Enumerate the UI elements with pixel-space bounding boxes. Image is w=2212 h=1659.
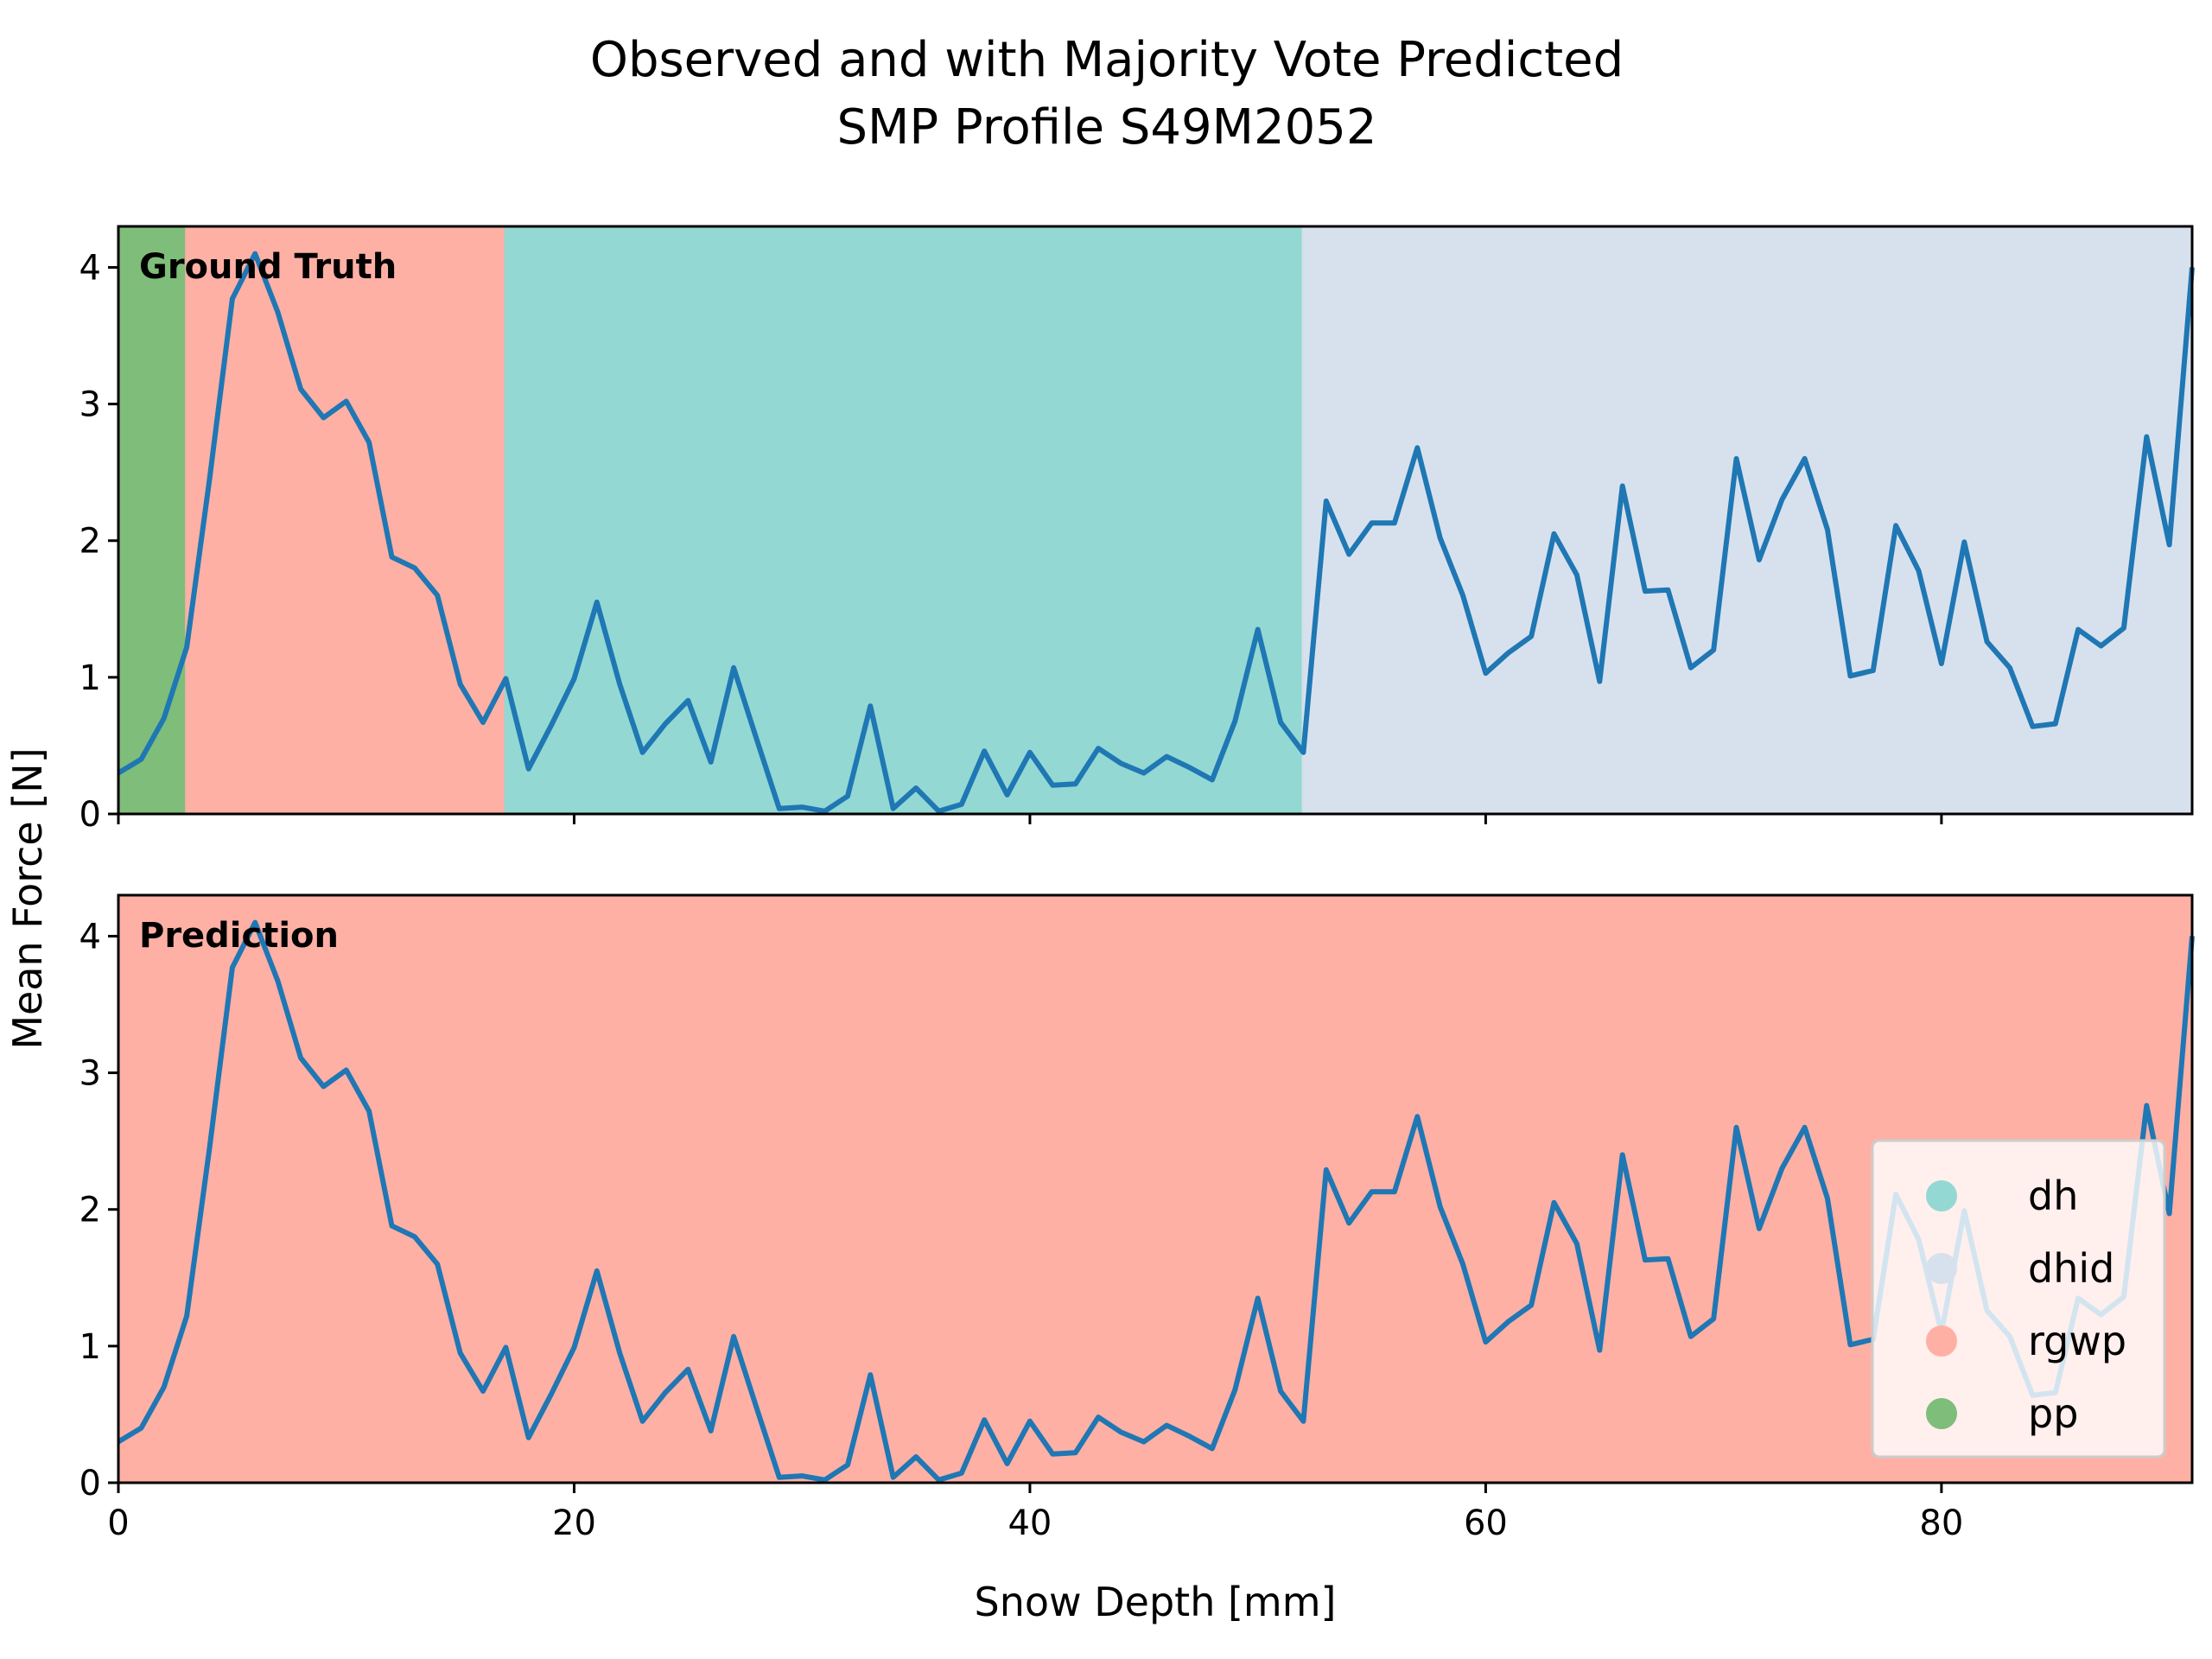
legend: dh dhid rgwp pp bbox=[1871, 1139, 2166, 1459]
panel-0-ytick-label-2: 2 bbox=[79, 522, 101, 562]
panel-0-ytick-label-3: 3 bbox=[79, 385, 101, 425]
legend-label-dhid: dhid bbox=[2028, 1245, 2114, 1292]
panel-1-label: Prediction bbox=[139, 916, 339, 956]
panel-1-ytick-label-1: 1 bbox=[79, 1327, 101, 1367]
panel-0-segment-pp bbox=[118, 226, 188, 814]
panel-0-segment-rgwp bbox=[187, 226, 506, 814]
legend-marker-dhid bbox=[1926, 1253, 1957, 1284]
legend-frame bbox=[1871, 1139, 2166, 1459]
xtick-label-60: 60 bbox=[1464, 1503, 1508, 1543]
panel-0: 0 1 2 3 4 Ground Truth bbox=[79, 225, 2195, 835]
legend-label-pp: pp bbox=[2028, 1390, 2078, 1437]
legend-marker-pp bbox=[1926, 1398, 1957, 1429]
x-axis-label: Snow Depth [mm] bbox=[975, 1579, 1337, 1625]
panel-0-frame bbox=[117, 225, 2194, 816]
panel-1-segment-rgwp bbox=[118, 895, 2192, 1483]
xtick-label-20: 20 bbox=[552, 1503, 596, 1543]
panel-0-ytick-label-0: 0 bbox=[79, 795, 101, 835]
panel-0-segment-dh bbox=[505, 226, 1304, 814]
panel-1-ytick-label-3: 3 bbox=[79, 1054, 101, 1094]
panel-1-ytick-label-0: 0 bbox=[79, 1464, 101, 1503]
panel-1-frame bbox=[117, 893, 2194, 1484]
y-axis-label: Mean Force [N] bbox=[4, 747, 51, 1049]
legend-marker-rgwp bbox=[1926, 1325, 1957, 1357]
legend-label-rgwp: rgwp bbox=[2028, 1318, 2126, 1364]
panel-1-force-line bbox=[117, 919, 2195, 1483]
xtick-label-0: 0 bbox=[107, 1503, 129, 1543]
chart-title-line-1: Observed and with Majority Vote Predicte… bbox=[590, 32, 1624, 88]
xtick-label-80: 80 bbox=[1919, 1503, 1963, 1543]
panel-1-ytick-label-4: 4 bbox=[79, 917, 101, 957]
panel-0-ytick-label-1: 1 bbox=[79, 658, 101, 698]
panel-0-ytick-label-4: 4 bbox=[79, 248, 101, 288]
legend-label-dh: dh bbox=[2028, 1173, 2078, 1219]
legend-marker-dh bbox=[1926, 1180, 1957, 1211]
panel-0-force-line bbox=[117, 251, 2195, 814]
chart-title-line-2: SMP Profile S49M2052 bbox=[837, 99, 1377, 156]
xtick-label-40: 40 bbox=[1007, 1503, 1052, 1543]
panel-0-label: Ground Truth bbox=[139, 247, 397, 287]
panel-1-ytick-label-2: 2 bbox=[79, 1191, 101, 1230]
